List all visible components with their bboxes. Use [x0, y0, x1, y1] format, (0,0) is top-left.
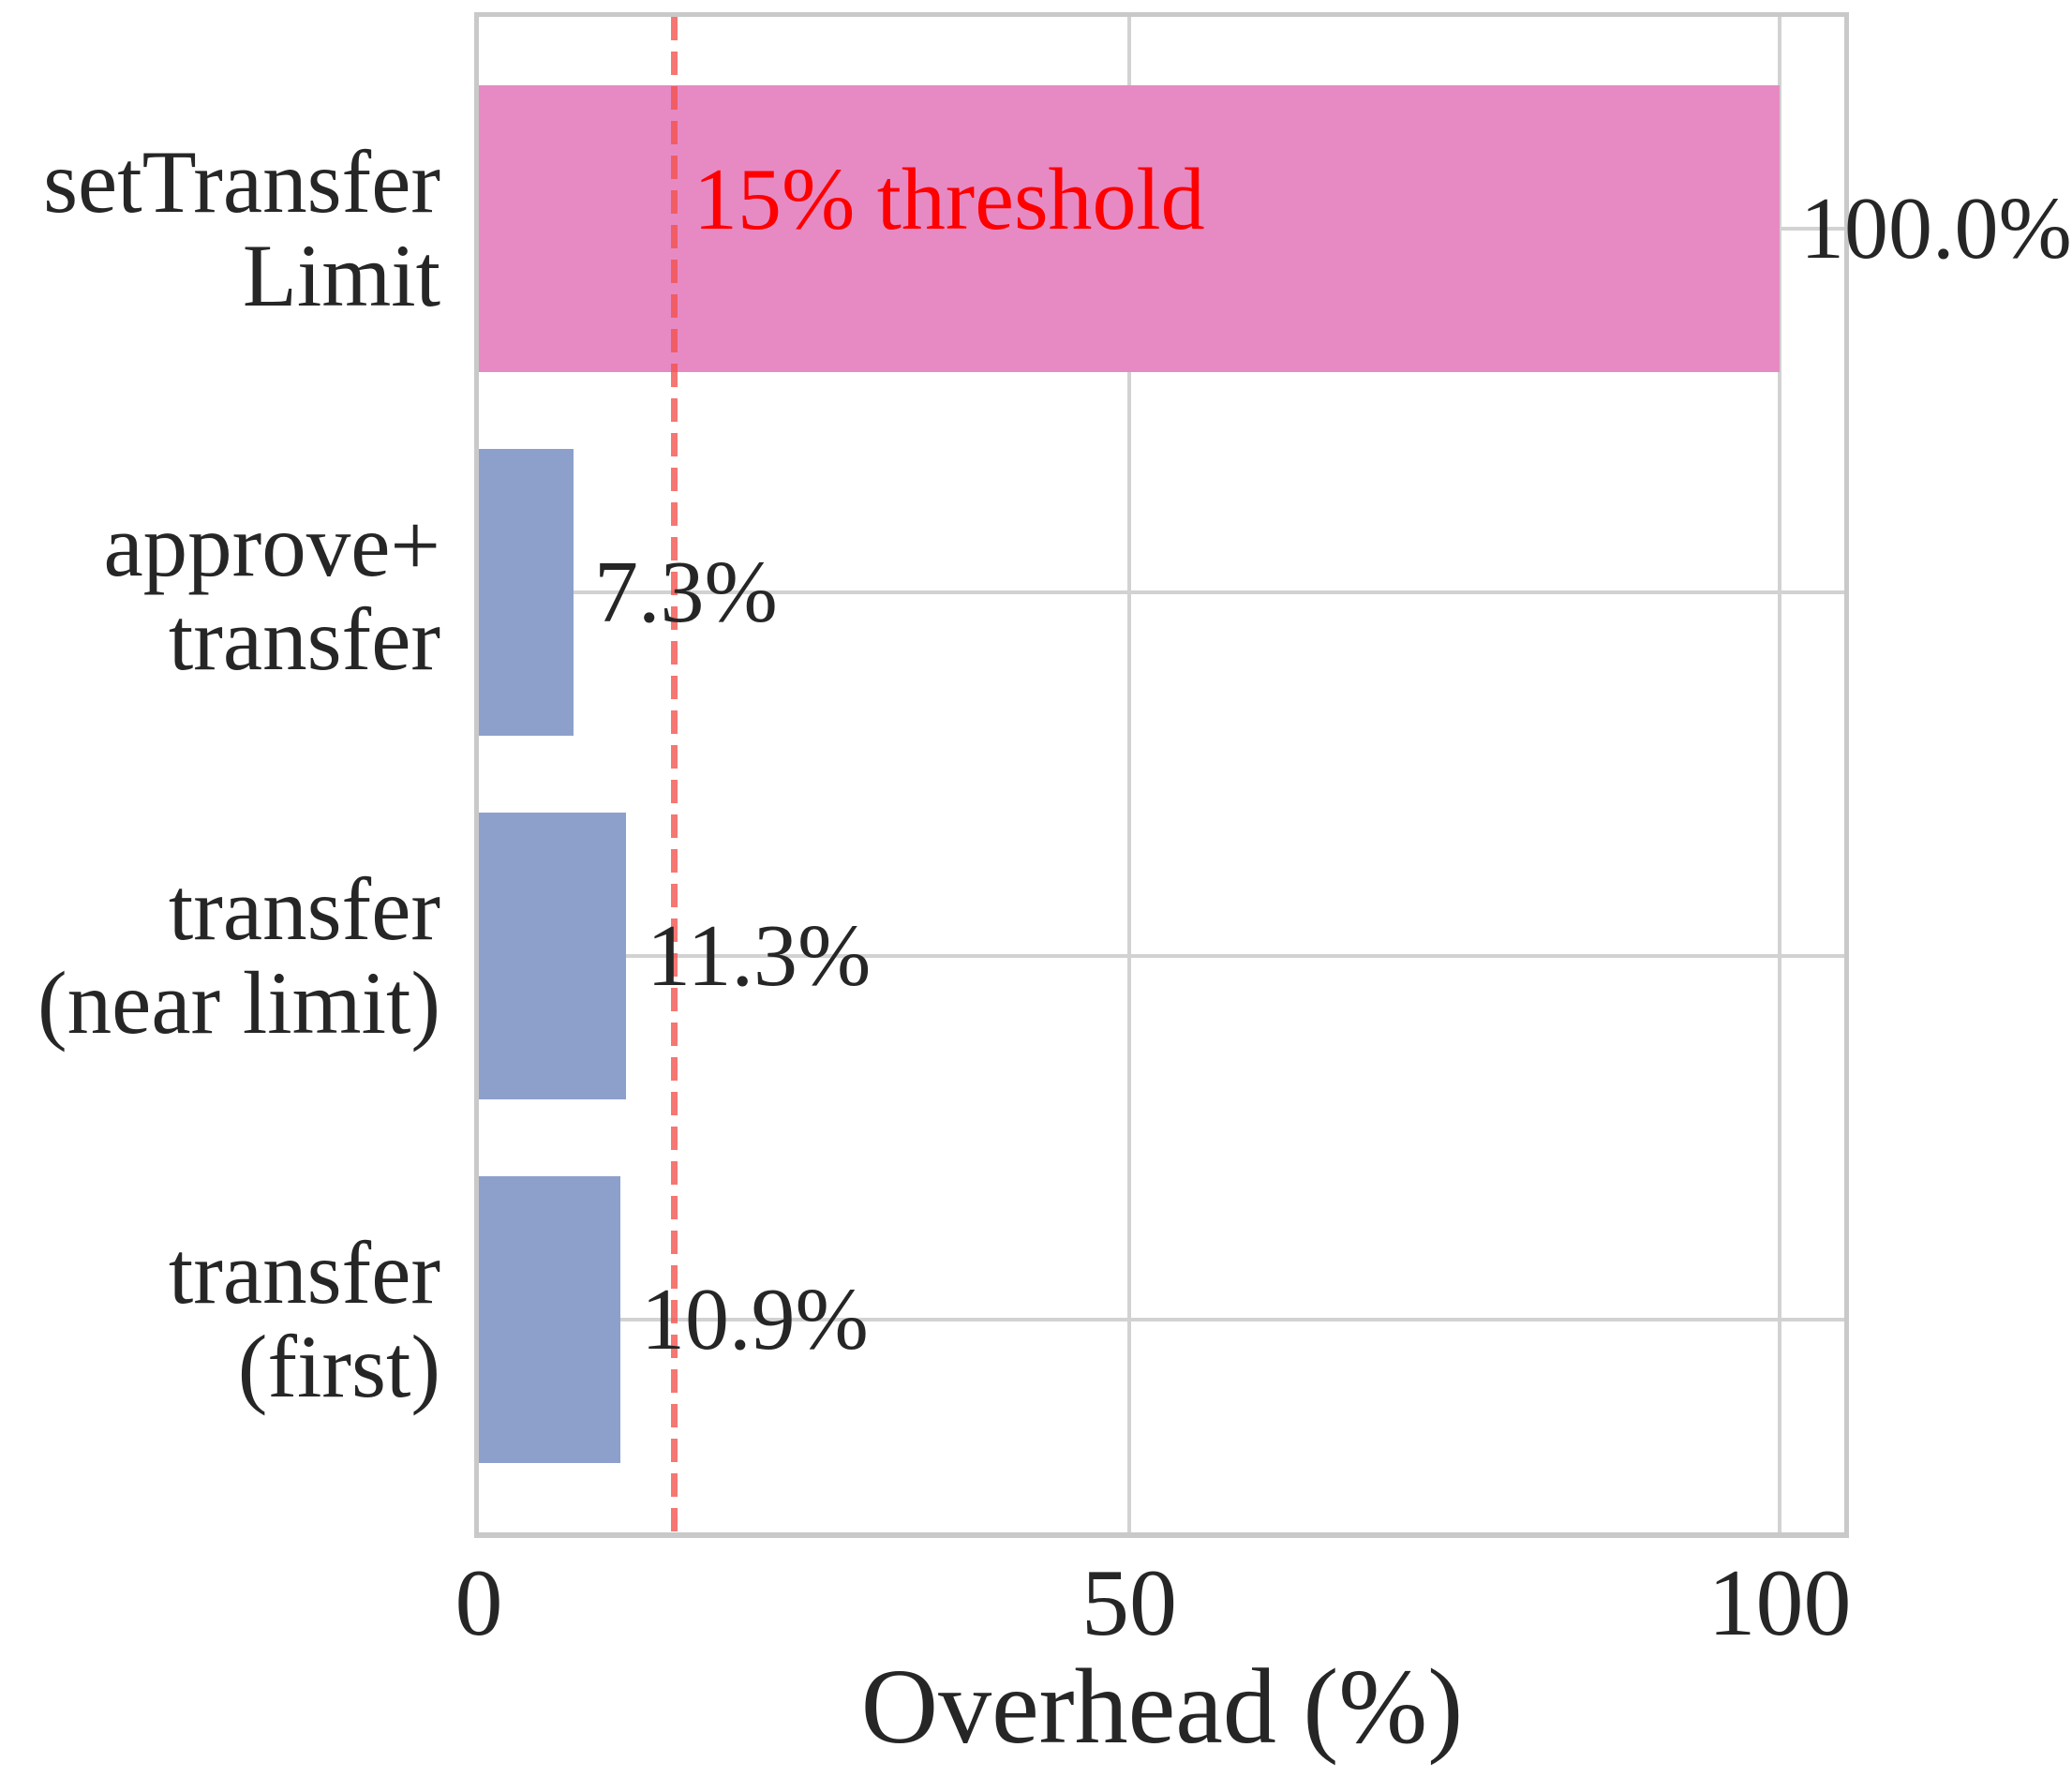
- plot-area: [474, 12, 1849, 1538]
- x-axis-title: Overhead (%): [860, 1647, 1464, 1766]
- bar-3: [479, 1176, 620, 1463]
- category-label-3: transfer (first): [168, 1223, 440, 1416]
- threshold-annotation: 15% threshold: [693, 151, 1205, 248]
- category-label-1: approve+ transfer: [103, 496, 440, 689]
- bar-1: [479, 449, 574, 736]
- bar-0: [479, 85, 1780, 372]
- x-tick-0: 0: [455, 1550, 503, 1656]
- value-label-1: 7.3%: [594, 544, 778, 641]
- category-label-0: setTransfer Limit: [43, 132, 440, 325]
- value-label-0: 100.0%: [1800, 180, 2072, 277]
- bar-2: [479, 813, 626, 1099]
- gridline-x-50: [1127, 17, 1131, 1532]
- gridline-category-3: [479, 1318, 1844, 1322]
- category-label-2: transfer (near limit): [37, 859, 440, 1053]
- threshold-line: [671, 17, 678, 1532]
- gridline-category-1: [479, 590, 1844, 594]
- gridline-x-100: [1778, 17, 1781, 1532]
- value-label-2: 11.3%: [647, 907, 872, 1005]
- gridline-category-2: [479, 954, 1844, 958]
- x-tick-100: 100: [1707, 1550, 1852, 1656]
- x-tick-50: 50: [1081, 1550, 1177, 1656]
- value-label-3: 10.9%: [641, 1271, 869, 1368]
